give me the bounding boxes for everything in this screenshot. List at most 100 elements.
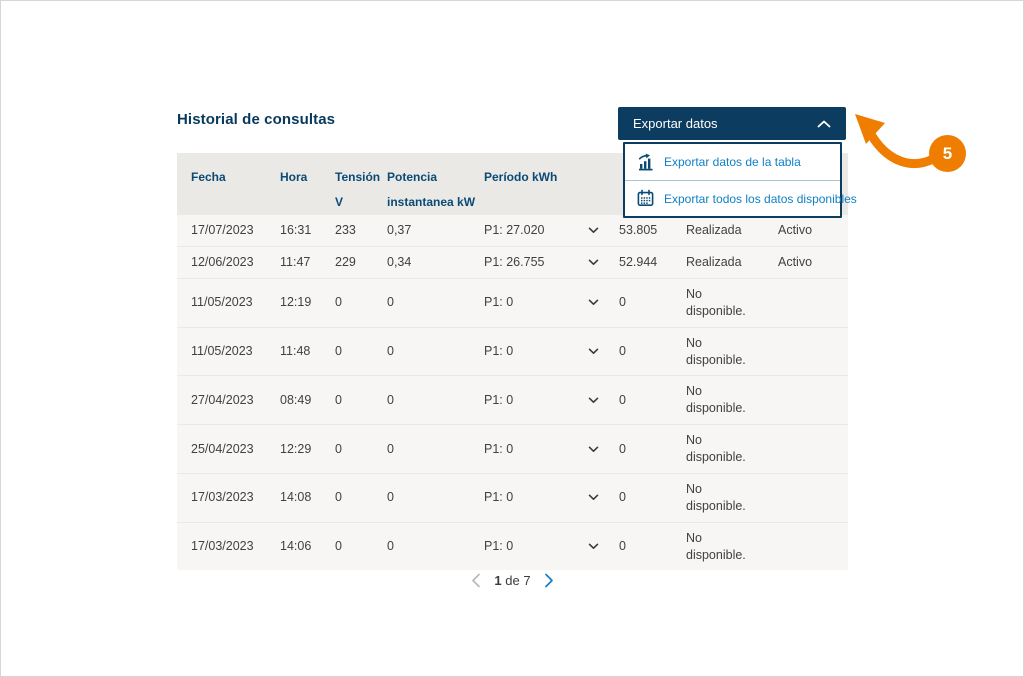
cell-periodo: P1: 0 xyxy=(470,326,574,376)
pagination: 1 de 7 xyxy=(177,573,848,588)
row-expand-chevron-icon[interactable] xyxy=(574,246,605,279)
bar-chart-icon xyxy=(636,153,655,172)
cell-total: 53.805 xyxy=(605,214,672,247)
page-title: Historial de consultas xyxy=(177,111,336,128)
table-row: 12/06/2023 11:47 229 0,34 P1: 26.755 52.… xyxy=(177,246,848,279)
export-button-label: Exportar datos xyxy=(633,116,718,131)
pagination-of: de xyxy=(505,573,520,588)
header-label: Potencia xyxy=(387,170,438,184)
step-number: 5 xyxy=(942,143,953,163)
cell-estado: No disponible. xyxy=(672,472,764,523)
cell-potencia: 0 xyxy=(373,521,470,571)
cell-fecha: 11/05/2023 xyxy=(177,277,266,328)
row-expand-chevron-icon[interactable] xyxy=(574,214,605,247)
cell-fecha: 17/03/2023 xyxy=(177,472,266,523)
cell-contrato xyxy=(764,277,848,328)
consultas-table: Fecha Hora Tensión V Potencia instantane… xyxy=(177,153,848,571)
header-cell-potencia: Potencia instantanea kW xyxy=(373,153,475,215)
cell-hora: 12:29 xyxy=(266,424,321,474)
cell-total: 0 xyxy=(605,326,672,376)
table-row: 27/04/2023 08:49 0 0 P1: 0 0 No disponib… xyxy=(177,375,848,425)
cell-fecha: 17/07/2023 xyxy=(177,214,266,247)
pagination-current: 1 xyxy=(494,573,502,588)
cell-contrato xyxy=(764,424,848,474)
cell-fecha: 12/06/2023 xyxy=(177,246,266,279)
cell-estado: No disponible. xyxy=(672,521,764,571)
cell-contrato xyxy=(764,472,848,523)
cell-hora: 14:06 xyxy=(266,521,321,571)
export-datos-button[interactable]: Exportar datos xyxy=(618,107,846,140)
cell-periodo: P1: 0 xyxy=(470,472,574,523)
cell-tension: 0 xyxy=(321,375,373,425)
chevron-right-icon xyxy=(544,573,553,588)
chevron-up-icon xyxy=(817,120,831,128)
cell-periodo: P1: 0 xyxy=(470,375,574,425)
cell-fecha: 25/04/2023 xyxy=(177,424,266,474)
cell-tension: 0 xyxy=(321,326,373,376)
row-expand-chevron-icon[interactable] xyxy=(574,375,605,425)
menu-item-export-table[interactable]: Exportar datos de la tabla xyxy=(625,144,840,180)
cell-contrato xyxy=(764,326,848,376)
header-label: Fecha xyxy=(191,170,226,184)
cell-total: 0 xyxy=(605,472,672,523)
cell-estado: Realizada xyxy=(672,246,764,279)
cell-estado: No disponible. xyxy=(672,277,764,328)
cell-potencia: 0 xyxy=(373,326,470,376)
cell-periodo: P1: 0 xyxy=(470,521,574,571)
cell-potencia: 0 xyxy=(373,472,470,523)
header-label: Hora xyxy=(280,170,308,184)
cell-periodo: P1: 0 xyxy=(470,277,574,328)
calendar-icon xyxy=(636,189,655,208)
menu-item-label: Exportar datos de la tabla xyxy=(664,155,801,169)
cell-estado: No disponible. xyxy=(672,375,764,425)
header-label: Período kWh xyxy=(484,170,558,184)
cell-tension: 0 xyxy=(321,472,373,523)
cell-contrato xyxy=(764,375,848,425)
cell-tension: 229 xyxy=(321,246,373,279)
table-row: 11/05/2023 12:19 0 0 P1: 0 0 No disponib… xyxy=(177,277,848,328)
row-expand-chevron-icon[interactable] xyxy=(574,424,605,474)
cell-estado: No disponible. xyxy=(672,424,764,474)
cell-hora: 12:19 xyxy=(266,277,321,328)
cell-contrato: Activo xyxy=(764,214,848,247)
cell-potencia: 0,37 xyxy=(373,214,470,247)
cell-potencia: 0 xyxy=(373,424,470,474)
table-row: 17/03/2023 14:06 0 0 P1: 0 0 No disponib… xyxy=(177,521,848,571)
cell-potencia: 0 xyxy=(373,375,470,425)
pagination-label: 1 de 7 xyxy=(494,573,530,588)
step-badge: 5 xyxy=(929,135,966,172)
cell-total: 52.944 xyxy=(605,246,672,279)
header-label: Tensión xyxy=(335,170,381,184)
cell-periodo: P1: 26.755 xyxy=(470,246,574,279)
row-expand-chevron-icon[interactable] xyxy=(574,521,605,571)
cell-fecha: 27/04/2023 xyxy=(177,375,266,425)
row-expand-chevron-icon[interactable] xyxy=(574,277,605,328)
cell-periodo: P1: 0 xyxy=(470,424,574,474)
table-row: 11/05/2023 11:48 0 0 P1: 0 0 No disponib… xyxy=(177,326,848,376)
chevron-left-icon xyxy=(472,573,481,588)
header-cell-hidden xyxy=(574,153,605,215)
cell-hora: 11:47 xyxy=(266,246,321,279)
table-row: 17/03/2023 14:08 0 0 P1: 0 0 No disponib… xyxy=(177,472,848,523)
header-cell-tension: Tensión V xyxy=(321,153,381,215)
cell-contrato xyxy=(764,521,848,571)
cell-periodo: P1: 27.020 xyxy=(470,214,574,247)
header-cell-fecha: Fecha xyxy=(177,153,266,215)
cell-fecha: 17/03/2023 xyxy=(177,521,266,571)
menu-item-label: Exportar todos los datos disponibles xyxy=(664,191,857,206)
cell-total: 0 xyxy=(605,521,672,571)
cell-potencia: 0 xyxy=(373,277,470,328)
row-expand-chevron-icon[interactable] xyxy=(574,326,605,376)
pagination-prev-button[interactable] xyxy=(471,573,481,588)
menu-item-export-all[interactable]: Exportar todos los datos disponibles xyxy=(625,180,857,216)
cell-total: 0 xyxy=(605,277,672,328)
cell-total: 0 xyxy=(605,424,672,474)
header-cell-periodo: Período kWh xyxy=(470,153,574,215)
row-expand-chevron-icon[interactable] xyxy=(574,472,605,523)
table-body: 17/07/2023 16:31 233 0,37 P1: 27.020 53.… xyxy=(177,214,848,571)
cell-total: 0 xyxy=(605,375,672,425)
export-dropdown-menu: Exportar datos de la tabla Exportar todo… xyxy=(623,142,857,218)
pagination-next-button[interactable] xyxy=(544,573,554,588)
cell-potencia: 0,34 xyxy=(373,246,470,279)
